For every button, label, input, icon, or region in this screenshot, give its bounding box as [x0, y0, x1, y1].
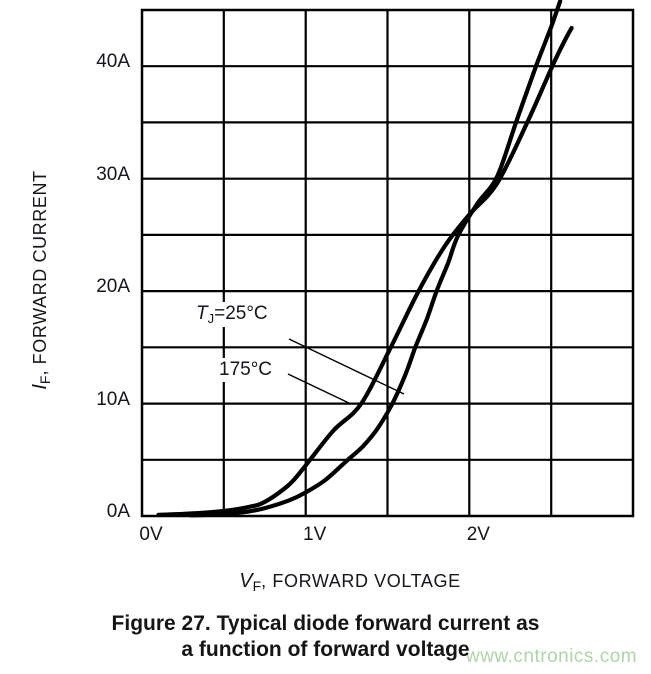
annotation-tj-symbol: T	[196, 303, 208, 324]
x-axis-subscript: F	[252, 578, 262, 594]
annotation-175c-label: 175°C	[216, 358, 276, 382]
watermark-text: www.cntronics.com	[466, 646, 638, 667]
figure-caption-line-1: Figure 27. Typical diode forward current…	[111, 612, 540, 635]
curve-t25	[189, 0, 563, 518]
figure-caption: Figure 27. Typical diode forward current…	[0, 611, 651, 663]
curve-t175	[156, 25, 574, 517]
annotation-tj-value: =25°C	[214, 303, 268, 324]
x-axis-symbol: V	[239, 570, 253, 592]
grid-lines	[142, 10, 633, 516]
y-axis-title-text: , FORWARD CURRENT	[30, 170, 50, 376]
figure-caption-line-2: a function of forward voltage	[181, 638, 470, 661]
annotation-175c-value: 175°C	[219, 359, 273, 380]
annotation-tj-subscript: J	[207, 311, 215, 326]
plot-border	[140, 8, 635, 518]
y-axis-title: IF, FORWARD CURRENT	[29, 170, 53, 389]
leader-line-t175	[287, 373, 352, 405]
x-axis-title: VF, FORWARD VOLTAGE	[239, 570, 460, 594]
y-axis-symbol: I	[29, 384, 51, 390]
y-axis-subscript: F	[37, 375, 53, 385]
annotation-tj-25c-label: TJ=25°C	[193, 302, 271, 327]
leader-line-t25	[288, 338, 405, 395]
x-axis-title-text: , FORWARD VOLTAGE	[261, 571, 461, 591]
